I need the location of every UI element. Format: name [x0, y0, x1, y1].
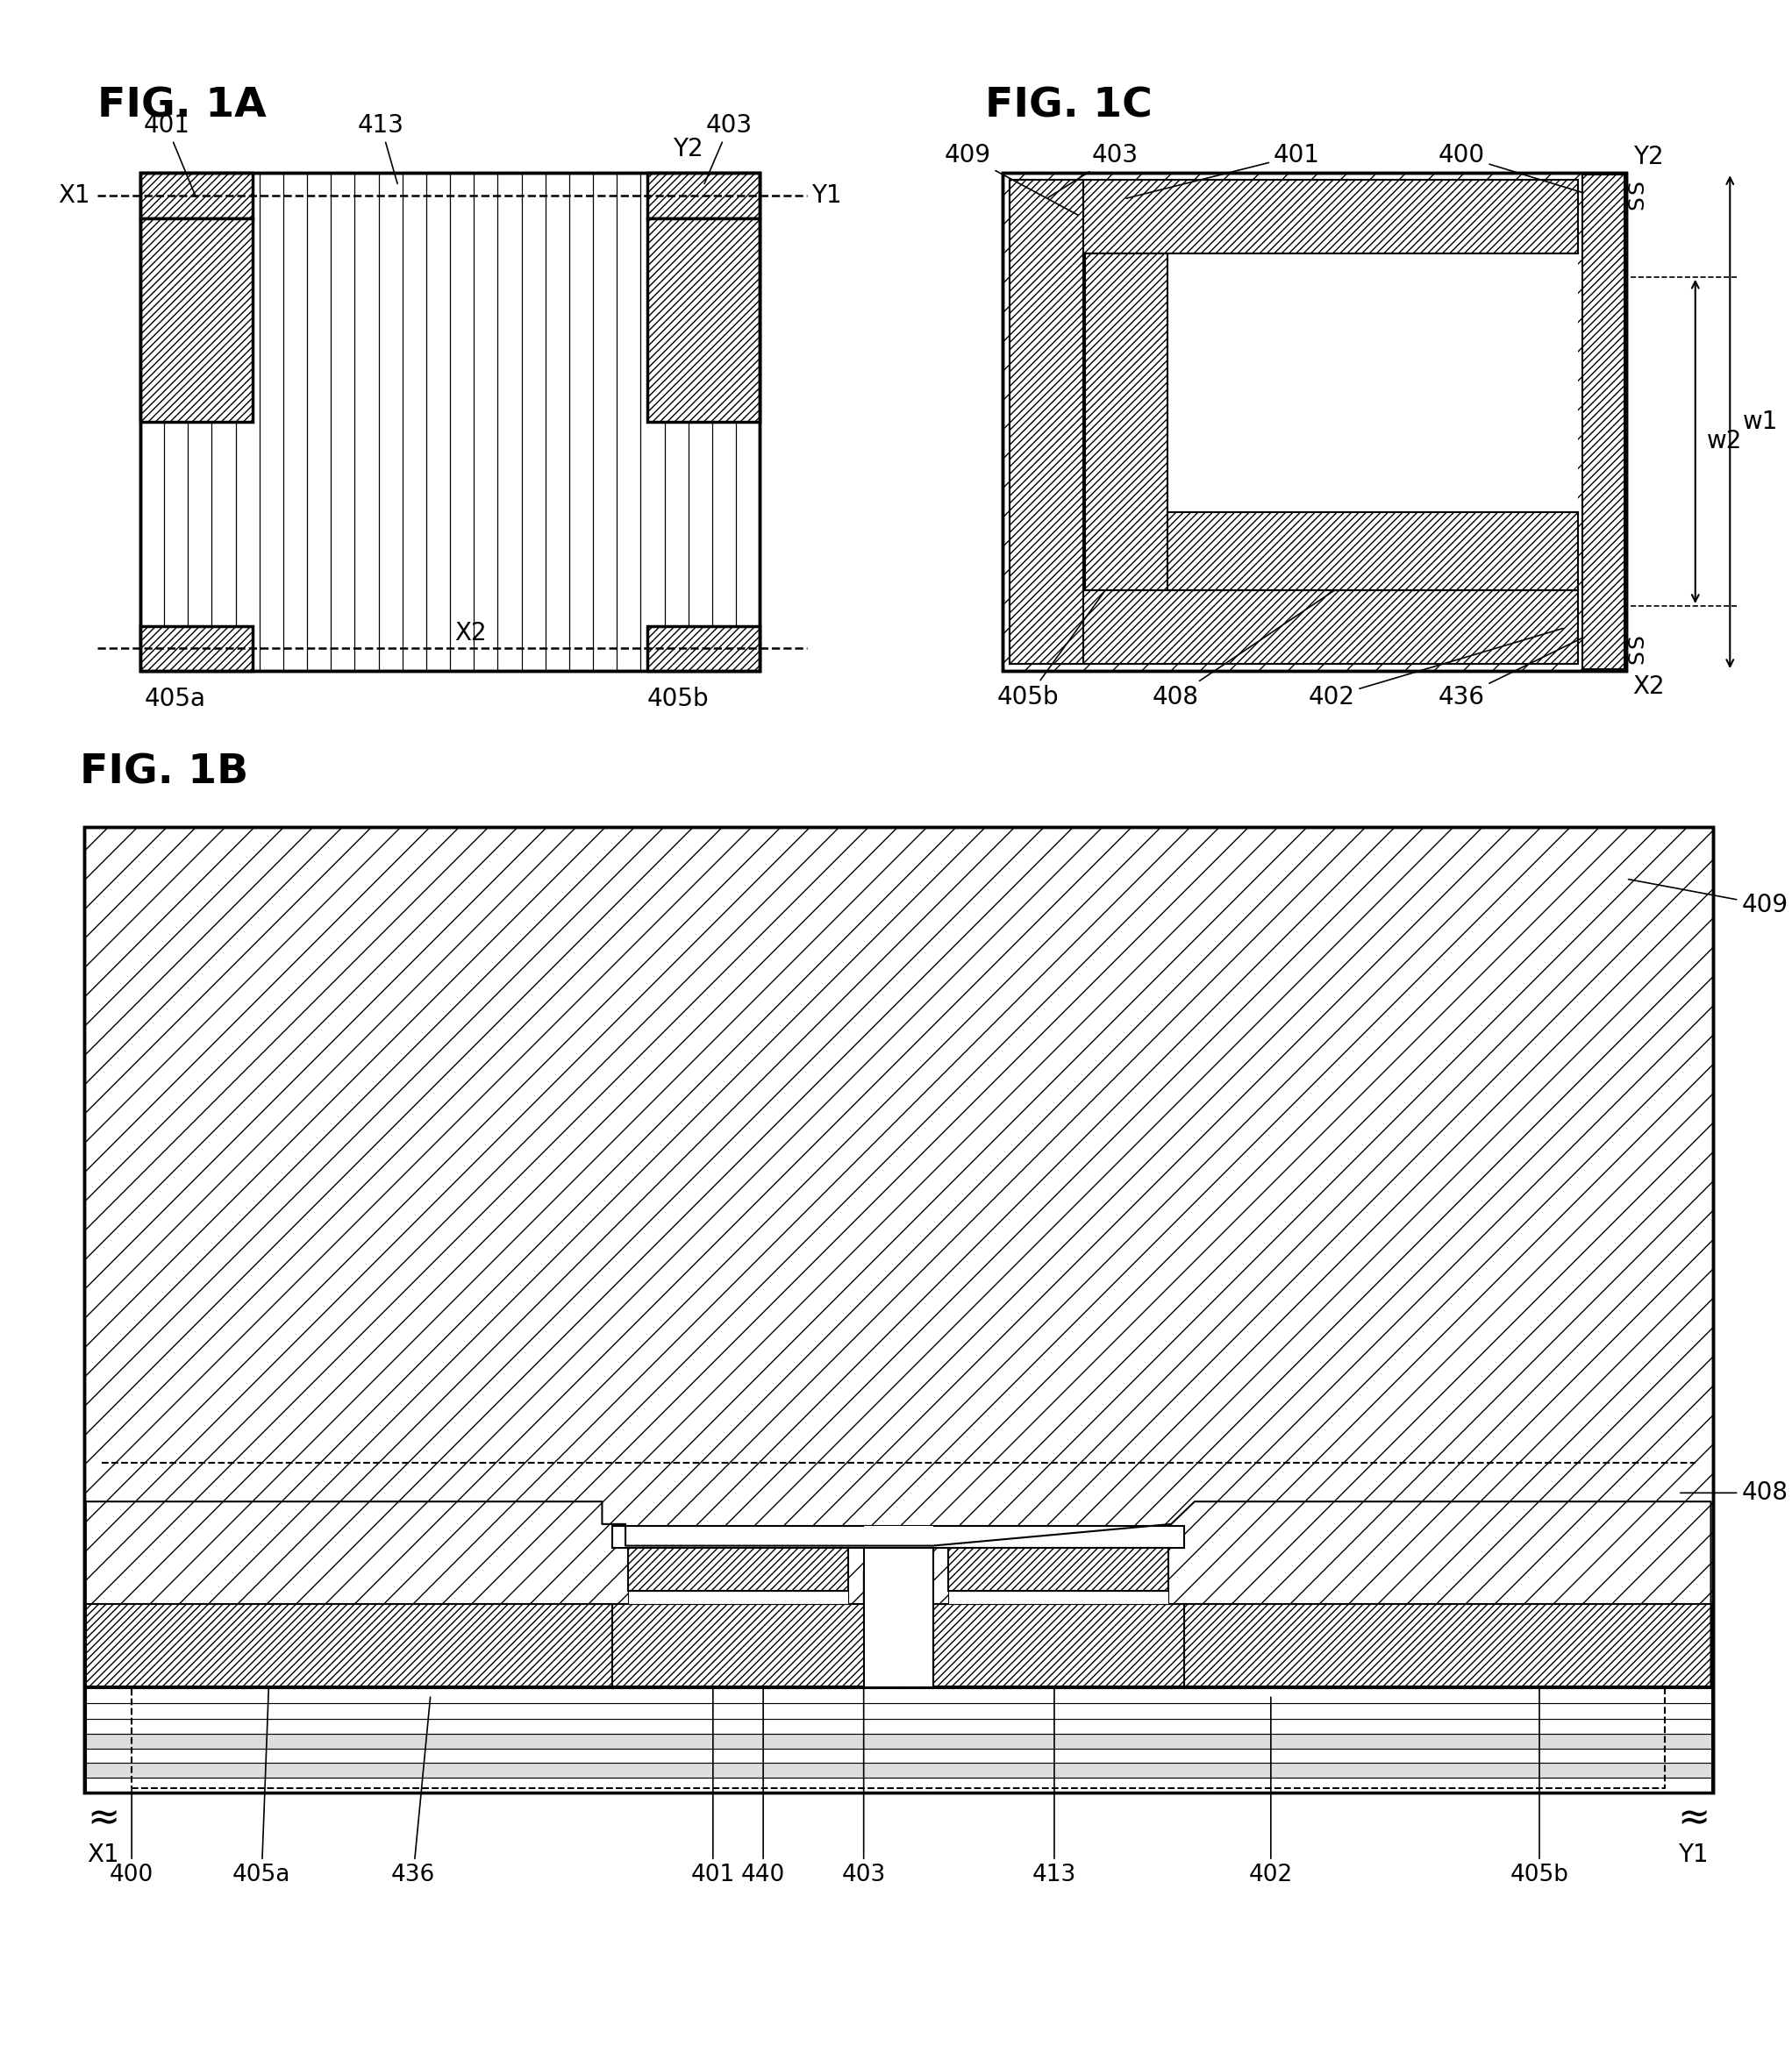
Text: 409: 409 [1629, 879, 1788, 918]
Bar [1009, 181, 1082, 663]
Bar [948, 1591, 1168, 1603]
Bar [1086, 253, 1168, 591]
Bar [140, 218, 253, 421]
Text: 403: 403 [704, 113, 753, 183]
Text: 440: 440 [742, 1599, 785, 1887]
Text: 413: 413 [1032, 1647, 1077, 1887]
Text: S: S [1627, 195, 1649, 209]
Text: w2: w2 [1706, 429, 1742, 454]
Text: 402: 402 [1249, 1698, 1292, 1887]
Bar [948, 1548, 1168, 1591]
Bar [140, 172, 760, 671]
Text: 409: 409 [944, 144, 1079, 216]
Bar [613, 1603, 864, 1686]
Bar [140, 172, 253, 218]
Text: Y2: Y2 [1633, 146, 1663, 170]
Bar [627, 1591, 848, 1603]
Text: FIG. 1B: FIG. 1B [79, 753, 249, 792]
Text: X1: X1 [88, 1844, 120, 1868]
Text: 413: 413 [358, 113, 403, 183]
Text: S: S [1627, 634, 1649, 649]
Text: X2: X2 [1633, 675, 1665, 698]
Text: 408: 408 [1152, 567, 1371, 708]
Text: Y1: Y1 [812, 183, 842, 207]
Bar [864, 1525, 934, 1686]
Bar [647, 172, 760, 218]
Text: w1: w1 [1744, 411, 1778, 435]
Text: 405b: 405b [998, 567, 1122, 708]
Bar [140, 172, 760, 671]
Text: 403: 403 [842, 1571, 885, 1887]
Text: ≈: ≈ [1677, 1800, 1710, 1837]
Text: 436: 436 [1439, 628, 1602, 708]
Text: Y2: Y2 [674, 138, 704, 162]
Text: S: S [1627, 181, 1649, 193]
Bar [647, 218, 760, 421]
Text: 405b: 405b [1511, 1647, 1568, 1887]
Bar [1185, 1603, 1711, 1686]
Text: 436: 436 [391, 1698, 435, 1887]
Bar [86, 1733, 1711, 1749]
Text: X2: X2 [455, 622, 486, 647]
Bar [140, 626, 253, 671]
Text: 402: 402 [1308, 628, 1563, 708]
Bar [86, 1603, 613, 1686]
Text: 403: 403 [1048, 144, 1138, 197]
Bar [1009, 181, 1579, 253]
Bar [86, 1749, 1711, 1764]
Text: Y1: Y1 [1679, 1844, 1710, 1868]
Bar [84, 827, 1713, 1792]
Text: 405b: 405b [647, 686, 710, 710]
Bar [627, 1548, 848, 1591]
Bar [1168, 513, 1579, 591]
Bar [1002, 172, 1625, 671]
Bar [1002, 172, 1625, 671]
Text: 405a: 405a [233, 1647, 290, 1887]
Bar [613, 1525, 1185, 1548]
Text: X1: X1 [57, 183, 90, 207]
Bar [86, 1764, 1711, 1778]
Text: FIG. 1A: FIG. 1A [97, 86, 267, 125]
Text: S: S [1627, 651, 1649, 663]
Bar [84, 827, 1713, 1792]
Bar [1582, 175, 1624, 669]
Bar [1009, 591, 1579, 663]
Bar [86, 1686, 1711, 1704]
Bar [647, 626, 760, 671]
Bar [86, 1704, 1711, 1718]
Text: 408: 408 [1681, 1480, 1788, 1505]
Bar [86, 1718, 1711, 1733]
Text: 405a: 405a [145, 686, 206, 710]
Text: 400: 400 [109, 1786, 154, 1887]
Text: 401: 401 [1127, 144, 1321, 199]
Text: 400: 400 [1439, 144, 1602, 199]
Bar [1082, 253, 1579, 591]
Text: FIG. 1C: FIG. 1C [986, 86, 1152, 125]
Bar [86, 1778, 1711, 1792]
Text: 401: 401 [692, 1655, 735, 1887]
Bar [934, 1603, 1185, 1686]
Text: ≈: ≈ [86, 1800, 120, 1837]
Text: 401: 401 [143, 113, 195, 197]
